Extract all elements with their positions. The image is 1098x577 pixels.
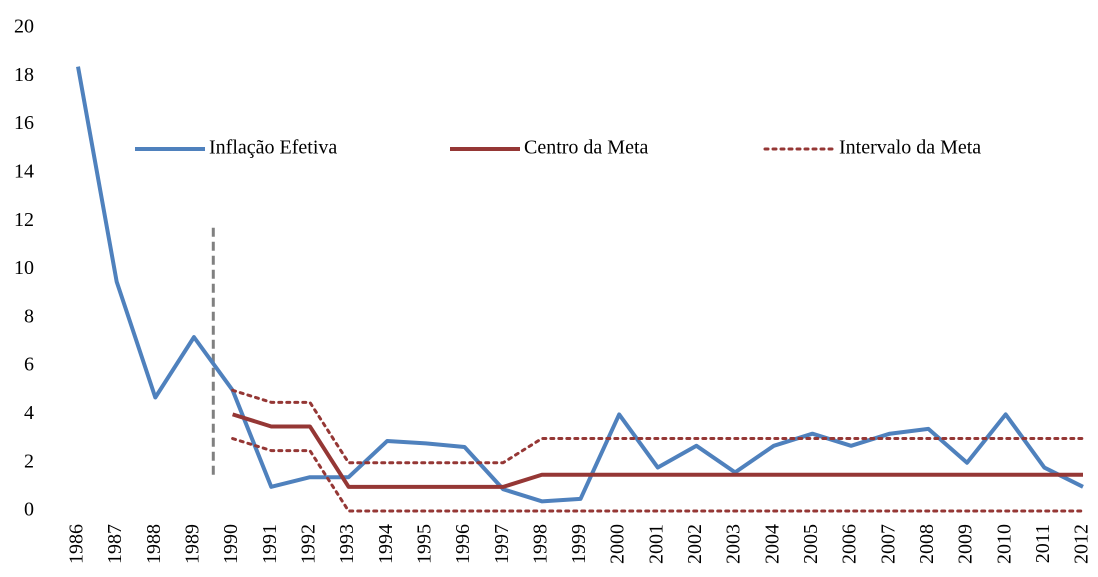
x-tick-label: 2008 [916, 524, 938, 564]
y-tick-label: 14 [14, 160, 34, 182]
x-tick-label: 2000 [607, 524, 629, 564]
x-tick-label: 2012 [1071, 524, 1093, 564]
x-tick-label: 2001 [645, 524, 667, 564]
x-tick-label: 1989 [182, 524, 204, 564]
x-tick-label: 1993 [336, 524, 358, 564]
x-tick-label: 1988 [143, 524, 165, 564]
series-line [76, 66, 1084, 504]
legend-label: Centro da Meta [524, 137, 649, 159]
x-tick-label: 2011 [1032, 524, 1054, 563]
series-line [231, 437, 1085, 513]
legend-label: Inflação Efetiva [209, 137, 337, 159]
x-tick-label: 1997 [491, 524, 513, 564]
series-line [232, 412, 1083, 489]
x-tick-label: 2005 [800, 524, 822, 564]
legend-label: Intervalo da Meta [839, 137, 981, 159]
x-tick-label: 2006 [839, 524, 861, 564]
series-line [231, 388, 1085, 465]
x-tick-label: 2007 [877, 524, 899, 564]
x-tick-label: 1994 [375, 524, 397, 564]
y-tick-label: 12 [14, 209, 34, 231]
x-tick-label: 1987 [104, 524, 126, 564]
x-tick-label: 2010 [993, 524, 1015, 564]
x-tick-label: 1996 [452, 524, 474, 564]
x-tick-label: 1998 [529, 524, 551, 564]
x-tick-label: 2003 [723, 524, 745, 564]
x-tick-label: 2002 [684, 524, 706, 564]
y-tick-label: 18 [14, 64, 34, 86]
y-tick-label: 4 [24, 402, 34, 424]
y-tick-label: 20 [14, 16, 34, 38]
y-tick-label: 6 [24, 354, 34, 376]
y-tick-label: 16 [14, 112, 34, 134]
x-tick-label: 1995 [413, 524, 435, 564]
x-tick-label: 1999 [568, 524, 590, 564]
x-tick-label: 1986 [66, 524, 88, 564]
x-tick-label: 1990 [220, 524, 242, 564]
y-tick-label: 2 [24, 450, 34, 472]
y-tick-label: 8 [24, 305, 34, 327]
y-tick-label: 10 [14, 257, 34, 279]
x-tick-label: 2004 [761, 524, 783, 564]
x-tick-label: 1992 [298, 524, 320, 564]
x-tick-label: 1991 [259, 524, 281, 564]
y-tick-label: 0 [24, 499, 34, 521]
x-tick-label: 2009 [955, 524, 977, 564]
